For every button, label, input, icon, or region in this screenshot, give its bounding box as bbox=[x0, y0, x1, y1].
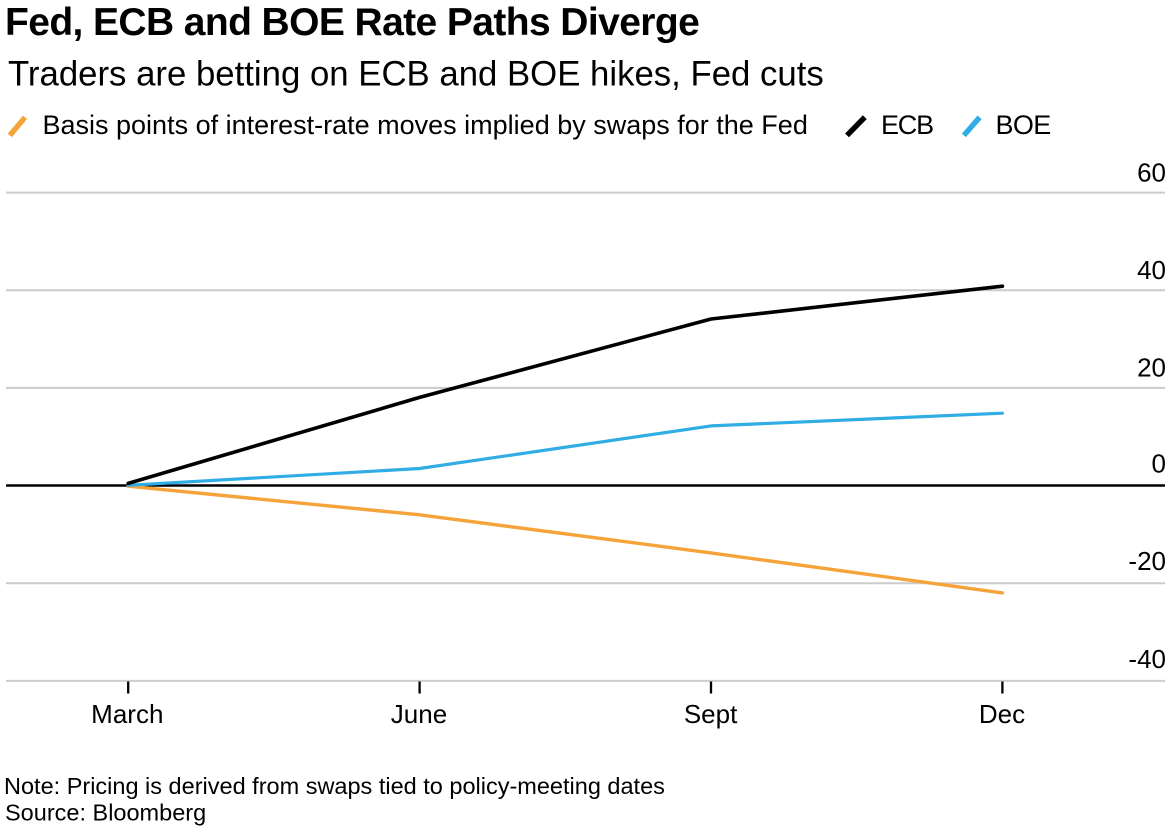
svg-text:June: June bbox=[391, 699, 447, 729]
svg-text:-40: -40 bbox=[1128, 644, 1166, 674]
svg-text:-20: -20 bbox=[1128, 546, 1166, 576]
svg-text:20: 20 bbox=[1137, 353, 1166, 383]
svg-text:ECB: ECB bbox=[881, 110, 933, 140]
svg-text:Traders are betting on ECB and: Traders are betting on ECB and BOE hikes… bbox=[8, 55, 824, 93]
svg-text:Fed, ECB and BOE Rate Paths Di: Fed, ECB and BOE Rate Paths Diverge bbox=[5, 1, 699, 44]
svg-text:0: 0 bbox=[1152, 448, 1166, 478]
svg-text:March: March bbox=[91, 699, 163, 729]
svg-text:BOE: BOE bbox=[996, 110, 1051, 140]
svg-text:Source: Bloomberg: Source: Bloomberg bbox=[5, 800, 206, 826]
svg-text:60: 60 bbox=[1137, 157, 1166, 187]
svg-text:Sept: Sept bbox=[684, 699, 738, 729]
svg-text:Note: Pricing is derived from: Note: Pricing is derived from swaps tied… bbox=[4, 773, 665, 799]
svg-text:Basis points of interest-rate: Basis points of interest-rate moves impl… bbox=[43, 110, 808, 140]
svg-text:Dec: Dec bbox=[979, 699, 1025, 729]
svg-text:40: 40 bbox=[1137, 255, 1166, 285]
